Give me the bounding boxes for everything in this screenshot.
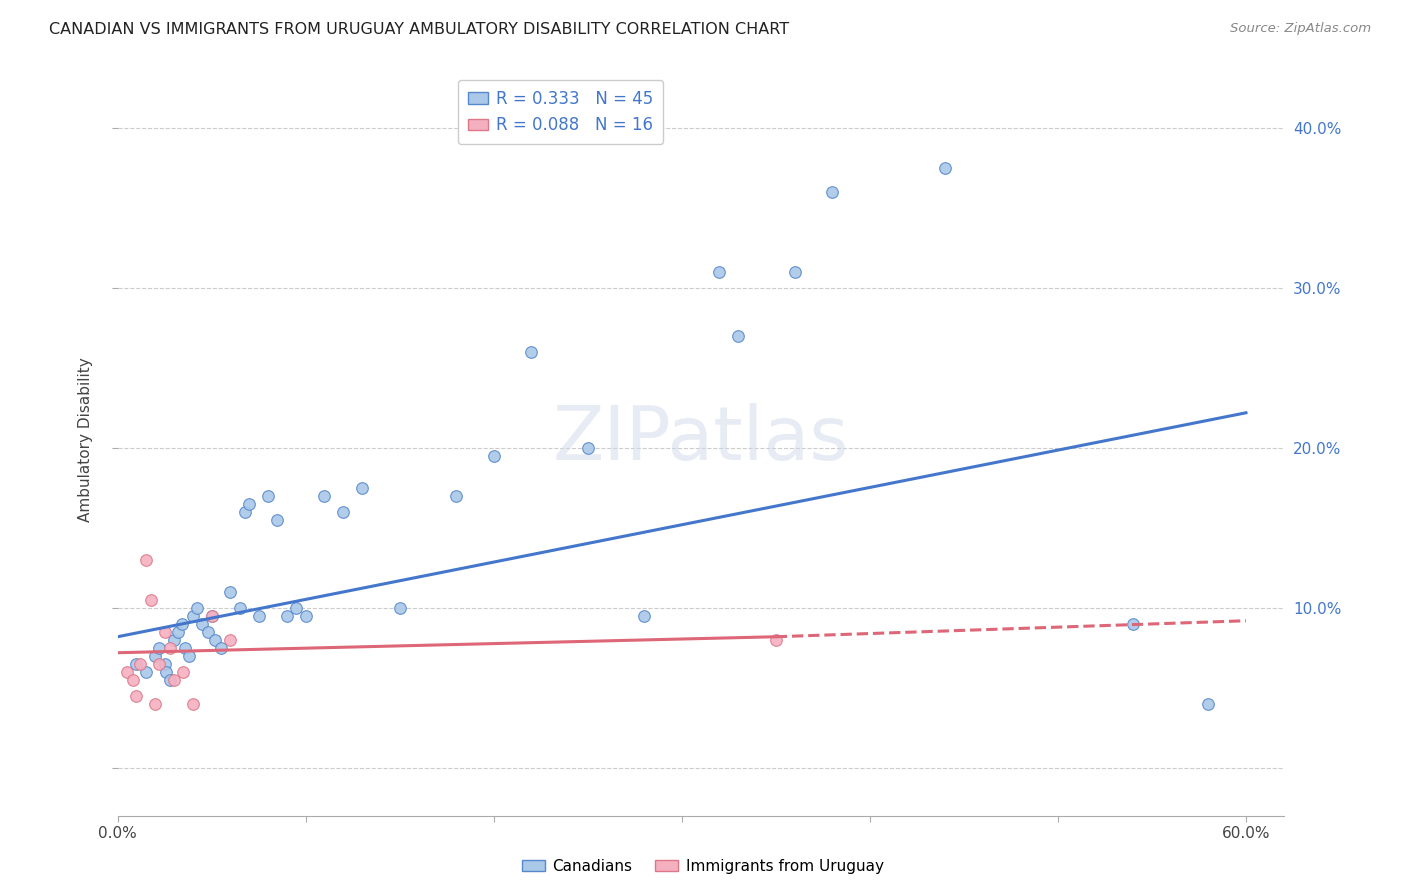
Text: Source: ZipAtlas.com: Source: ZipAtlas.com <box>1230 22 1371 36</box>
Point <box>482 449 505 463</box>
Point <box>125 657 148 671</box>
Legend: Canadians, Immigrants from Uruguay: Canadians, Immigrants from Uruguay <box>516 853 890 880</box>
Point <box>276 609 298 624</box>
Point <box>1122 616 1144 631</box>
Point <box>576 441 599 455</box>
Point <box>148 640 170 655</box>
Point <box>135 553 157 567</box>
Point <box>294 609 316 624</box>
Point <box>115 665 138 679</box>
Point <box>177 648 200 663</box>
Point <box>172 665 194 679</box>
Point <box>727 329 749 343</box>
Text: CANADIAN VS IMMIGRANTS FROM URUGUAY AMBULATORY DISABILITY CORRELATION CHART: CANADIAN VS IMMIGRANTS FROM URUGUAY AMBU… <box>49 22 789 37</box>
Point <box>163 632 186 647</box>
Point <box>129 657 152 671</box>
Point <box>166 624 188 639</box>
Point <box>709 265 731 279</box>
Point <box>352 481 374 495</box>
Point <box>174 640 197 655</box>
Point <box>257 489 280 503</box>
Point <box>163 673 186 687</box>
Point <box>219 585 242 599</box>
Point <box>143 648 166 663</box>
Point <box>181 697 204 711</box>
Point <box>186 601 208 615</box>
Point <box>229 601 252 615</box>
Point <box>821 185 844 199</box>
Point <box>285 601 308 615</box>
Point <box>204 632 226 647</box>
Point <box>201 609 224 624</box>
Point <box>235 505 257 519</box>
Point <box>121 673 143 687</box>
Point <box>148 657 170 671</box>
Y-axis label: Ambulatory Disability: Ambulatory Disability <box>79 358 93 523</box>
Point <box>209 640 232 655</box>
Point <box>444 489 467 503</box>
Point <box>170 616 193 631</box>
Legend: R = 0.333   N = 45, R = 0.088   N = 16: R = 0.333 N = 45, R = 0.088 N = 16 <box>458 80 664 145</box>
Point <box>153 624 176 639</box>
Point <box>201 609 224 624</box>
Point <box>219 632 242 647</box>
Point <box>238 497 260 511</box>
Point <box>934 161 956 175</box>
Point <box>153 657 176 671</box>
Point <box>783 265 806 279</box>
Point <box>388 601 411 615</box>
Point <box>765 632 787 647</box>
Point <box>159 673 181 687</box>
Point <box>633 609 655 624</box>
Text: ZIPatlas: ZIPatlas <box>553 403 849 476</box>
Point <box>332 505 354 519</box>
Point <box>266 513 288 527</box>
Point <box>143 697 166 711</box>
Point <box>125 689 148 703</box>
Point <box>247 609 270 624</box>
Point <box>197 624 219 639</box>
Point <box>141 593 163 607</box>
Point <box>155 665 177 679</box>
Point <box>191 616 214 631</box>
Point <box>159 640 181 655</box>
Point <box>1197 697 1219 711</box>
Point <box>314 489 336 503</box>
Point <box>135 665 157 679</box>
Point <box>181 609 204 624</box>
Point <box>520 345 543 359</box>
